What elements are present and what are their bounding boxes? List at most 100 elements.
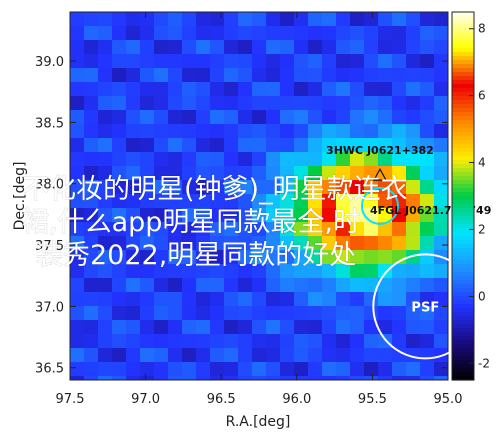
heatmap-cell [308,348,323,363]
heatmap-cell [98,138,113,153]
heatmap-cell [378,152,393,167]
heatmap-cell [224,180,239,195]
heatmap-cell [238,222,253,237]
heatmap-cell [364,40,379,55]
heatmap-cell [434,26,448,41]
heatmap-cell [378,208,393,223]
heatmap-cell [406,320,421,335]
heatmap-cell [392,264,407,279]
heatmap-cell [70,26,85,41]
heatmap-cell [112,306,127,321]
heatmap-cell [182,348,197,363]
colorbar-cell [452,344,474,349]
heatmap-cell [350,222,365,237]
heatmap-cell [322,362,337,377]
colorbar-cell [452,104,474,109]
heatmap-cell [308,376,323,380]
heatmap-cell [266,138,281,153]
heatmap-cell [308,362,323,377]
heatmap-cell [336,292,351,307]
heatmap-cell [294,194,309,209]
heatmap-cell [140,152,155,167]
colorbar-cell [452,156,474,161]
heatmap-cell [126,194,141,209]
colorbar-cell [452,272,474,277]
heatmap-cell [322,40,337,55]
heatmap-cell [210,110,225,125]
heatmap-cell [98,68,113,83]
heatmap-cell [322,152,337,167]
heatmap-cell [252,376,267,380]
heatmap-cell [266,278,281,293]
heatmap-cell [126,138,141,153]
heatmap-cell [266,12,281,27]
heatmap-cell [294,278,309,293]
heatmap-cell [266,264,281,279]
heatmap-cell [112,138,127,153]
heatmap-cell [252,26,267,41]
heatmap-cell [210,306,225,321]
heatmap-cell [126,54,141,69]
heatmap-cell [224,194,239,209]
heatmap-cell [266,362,281,377]
heatmap-cell [406,82,421,97]
heatmap-cell [126,278,141,293]
heatmap-cell [252,138,267,153]
heatmap-cell [252,194,267,209]
heatmap-cell [154,250,169,265]
heatmap-cell [154,96,169,111]
heatmap-cell [336,264,351,279]
x-tick-label: 95.0 [434,392,463,407]
heatmap-cell [182,96,197,111]
heatmap-cell [196,306,211,321]
heatmap-cell [350,320,365,335]
colorbar-cell [452,256,474,261]
heatmap-cell [406,194,421,209]
heatmap-cell [266,250,281,265]
heatmap-cell [420,26,435,41]
colorbar-cell [452,196,474,201]
heatmap-cell [112,222,127,237]
colorbar-cell [452,360,474,365]
heatmap-cell [154,278,169,293]
heatmap-cell [420,138,435,153]
heatmap-cell [154,348,169,363]
colorbar-cell [452,72,474,77]
heatmap-cell [364,320,379,335]
colorbar-cell [452,172,474,177]
heatmap-cell [112,110,127,125]
heatmap-cell [280,152,295,167]
heatmap-cell [70,166,85,181]
heatmap-cell [322,68,337,83]
heatmap-cell [196,68,211,83]
heatmap-cell [406,250,421,265]
heatmap-cell [266,166,281,181]
heatmap-cell [420,110,435,125]
heatmap-cell [364,54,379,69]
heatmap-cell [224,362,239,377]
heatmap-cell [434,222,448,237]
heatmap-cell [140,376,155,380]
psf-label: PSF [411,300,439,315]
heatmap-cell [336,250,351,265]
heatmap-cell [294,236,309,251]
heatmap-cell [280,236,295,251]
heatmap-cell [182,194,197,209]
heatmap-cell [210,166,225,181]
heatmap-cell [238,138,253,153]
heatmap-cell [168,110,183,125]
heatmap-cell [126,12,141,27]
heatmap-cell [322,348,337,363]
heatmap-cell [336,278,351,293]
heatmap-cell [84,362,99,377]
heatmap-cell [336,306,351,321]
heatmap-cell [392,68,407,83]
heatmap-cell [378,54,393,69]
heatmap-cell [70,222,85,237]
heatmap-cell [252,180,267,195]
colorbar-cell [452,376,474,381]
heatmap-cell [98,208,113,223]
heatmap-cell [280,96,295,111]
heatmap-cell [182,292,197,307]
heatmap-cell [112,194,127,209]
